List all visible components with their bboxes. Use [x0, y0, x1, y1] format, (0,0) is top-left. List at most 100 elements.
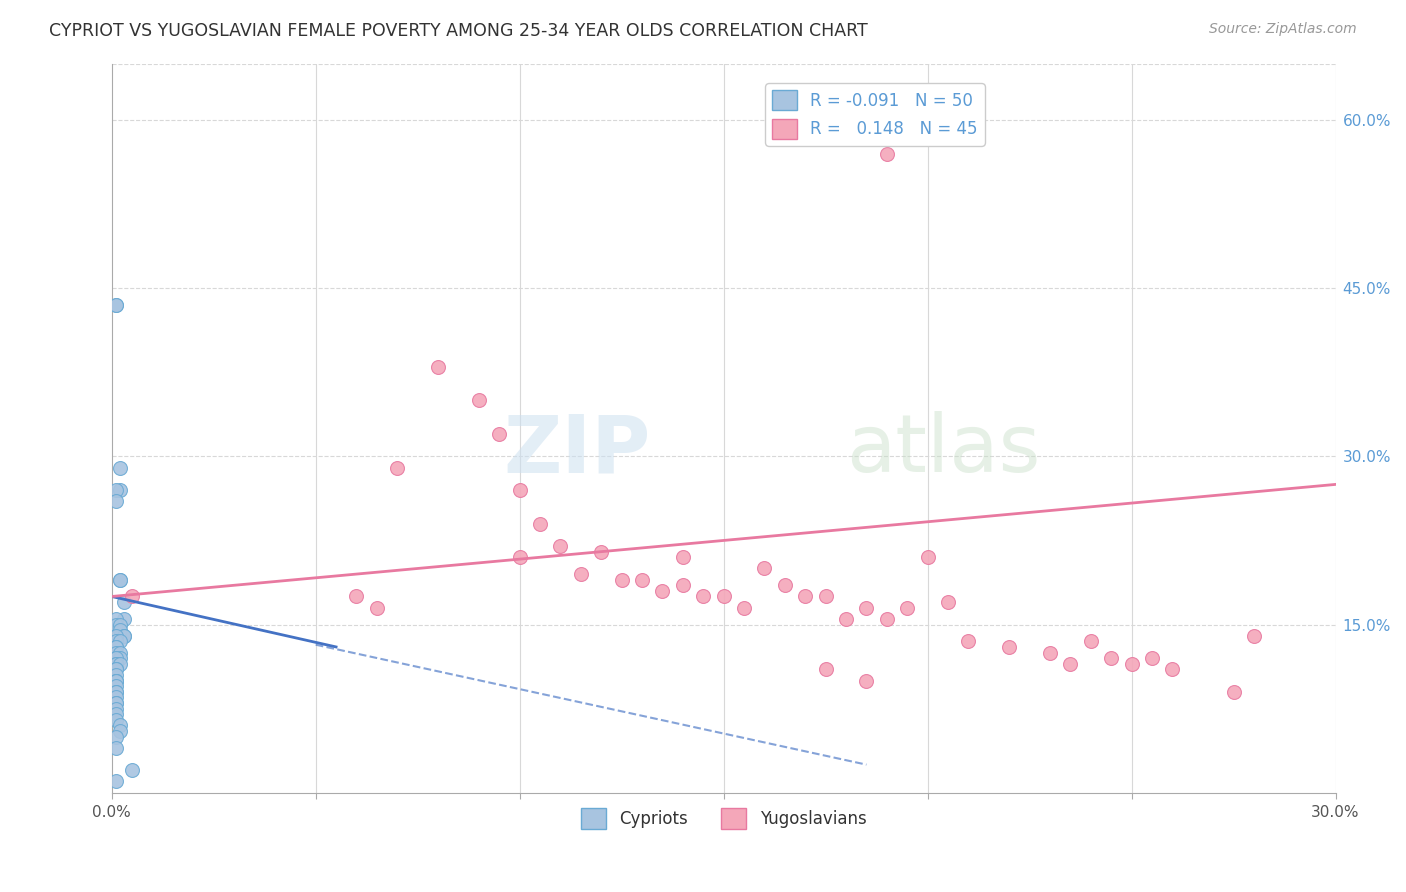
Legend: Cypriots, Yugoslavians: Cypriots, Yugoslavians: [574, 802, 873, 835]
Point: [672, 578, 695, 592]
Point: [104, 629, 127, 643]
Point: [112, 595, 135, 609]
Point: [108, 460, 131, 475]
Point: [104, 494, 127, 508]
Point: [672, 550, 695, 565]
Text: Source: ZipAtlas.com: Source: ZipAtlas.com: [1209, 22, 1357, 37]
Point: [104, 662, 127, 676]
Point: [104, 685, 127, 699]
Point: [104, 651, 127, 665]
Point: [876, 146, 898, 161]
Point: [1099, 651, 1122, 665]
Point: [108, 724, 131, 739]
Point: [692, 590, 714, 604]
Point: [108, 651, 131, 665]
Point: [1121, 657, 1143, 671]
Point: [1222, 685, 1244, 699]
Point: [104, 483, 127, 497]
Point: [1243, 629, 1265, 643]
Point: [104, 730, 127, 744]
Point: [876, 612, 898, 626]
Point: [104, 685, 127, 699]
Point: [121, 763, 143, 777]
Point: [1039, 646, 1062, 660]
Point: [104, 662, 127, 676]
Point: [104, 646, 127, 660]
Point: [713, 590, 735, 604]
Point: [104, 634, 127, 648]
Point: [104, 640, 127, 654]
Point: [108, 634, 131, 648]
Point: [509, 483, 531, 497]
Point: [794, 590, 817, 604]
Point: [108, 483, 131, 497]
Point: [509, 550, 531, 565]
Point: [346, 590, 368, 604]
Point: [104, 740, 127, 755]
Text: CYPRIOT VS YUGOSLAVIAN FEMALE POVERTY AMONG 25-34 YEAR OLDS CORRELATION CHART: CYPRIOT VS YUGOSLAVIAN FEMALE POVERTY AM…: [49, 22, 868, 40]
Point: [104, 713, 127, 727]
Point: [427, 359, 450, 374]
Point: [104, 679, 127, 693]
Point: [104, 673, 127, 688]
Point: [1080, 634, 1102, 648]
Point: [550, 539, 572, 553]
Point: [104, 774, 127, 789]
Point: [1161, 662, 1184, 676]
Point: [108, 718, 131, 732]
Point: [108, 573, 131, 587]
Point: [488, 427, 510, 442]
Point: [108, 617, 131, 632]
Point: [104, 657, 127, 671]
Point: [108, 646, 131, 660]
Point: [896, 600, 918, 615]
Point: [104, 696, 127, 710]
Text: ZIP: ZIP: [503, 411, 650, 489]
Point: [112, 629, 135, 643]
Point: [998, 640, 1021, 654]
Point: [104, 673, 127, 688]
Point: [957, 634, 980, 648]
Point: [104, 651, 127, 665]
Point: [1059, 657, 1081, 671]
Point: [733, 600, 755, 615]
Point: [468, 393, 491, 408]
Point: [121, 590, 143, 604]
Point: [529, 516, 551, 531]
Point: [104, 298, 127, 312]
Point: [104, 612, 127, 626]
Point: [104, 690, 127, 705]
Point: [773, 578, 796, 592]
Point: [631, 573, 654, 587]
Point: [104, 707, 127, 722]
Point: [814, 590, 837, 604]
Point: [108, 623, 131, 637]
Point: [917, 550, 939, 565]
Point: [835, 612, 858, 626]
Point: [855, 673, 877, 688]
Point: [104, 668, 127, 682]
Point: [104, 298, 127, 312]
Point: [108, 573, 131, 587]
Point: [610, 573, 633, 587]
Point: [855, 600, 877, 615]
Text: atlas: atlas: [846, 411, 1040, 489]
Point: [651, 583, 673, 598]
Point: [814, 662, 837, 676]
Point: [387, 460, 409, 475]
Point: [1140, 651, 1163, 665]
Point: [104, 640, 127, 654]
Point: [104, 696, 127, 710]
Point: [569, 567, 592, 582]
Point: [104, 617, 127, 632]
Point: [112, 612, 135, 626]
Point: [754, 561, 776, 575]
Point: [104, 673, 127, 688]
Point: [104, 657, 127, 671]
Point: [112, 629, 135, 643]
Point: [108, 657, 131, 671]
Point: [104, 701, 127, 715]
Point: [366, 600, 388, 615]
Point: [936, 595, 959, 609]
Point: [591, 544, 613, 558]
